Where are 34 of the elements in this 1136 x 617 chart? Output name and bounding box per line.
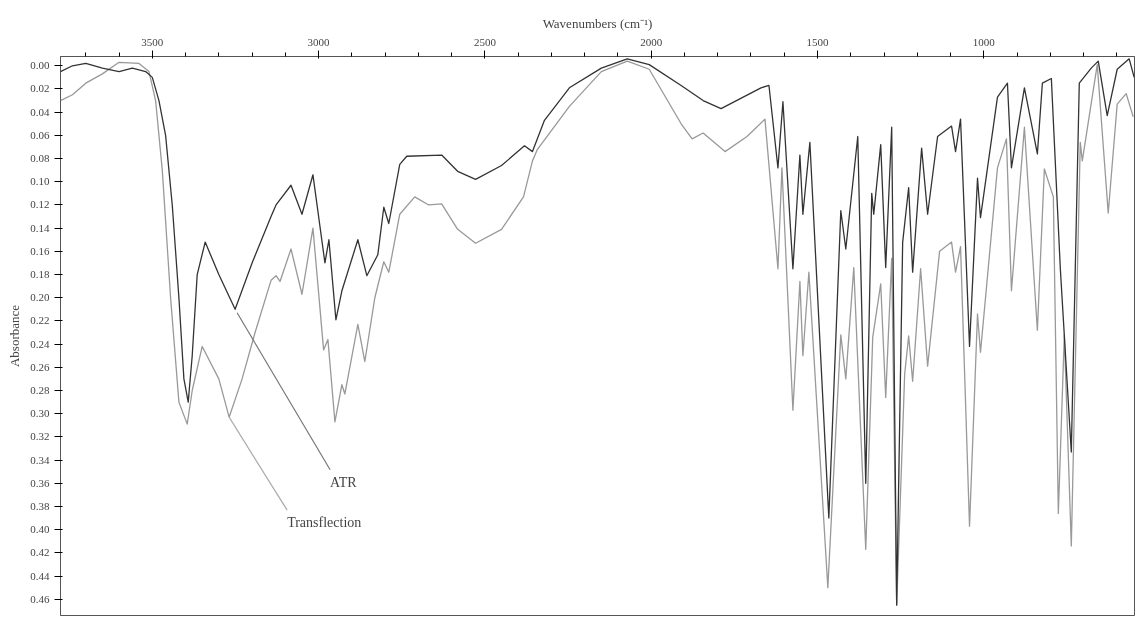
y-tick-label: 0.02 — [30, 82, 50, 95]
y-tick-label: 0.22 — [30, 314, 50, 327]
y-tick-label: 0.34 — [30, 453, 50, 466]
x-tick-label: 3000 — [307, 35, 331, 48]
y-tick-label: 0.10 — [30, 175, 50, 188]
y-tick-label: 0.40 — [30, 523, 50, 536]
x-axis-title: Wavenumbers (cm⁻¹) — [542, 15, 653, 31]
y-tick-label: 0.00 — [30, 59, 50, 72]
x-tick-label: 2500 — [473, 35, 497, 48]
y-tick-label: 0.42 — [30, 546, 50, 559]
y-tick-label: 0.38 — [30, 499, 50, 512]
y-tick-label: 0.12 — [30, 198, 50, 211]
y-tick-label: 0.28 — [30, 384, 50, 397]
annotation: Transflection — [287, 515, 362, 531]
y-tick-label: 0.20 — [30, 291, 50, 304]
x-tick-label: 1000 — [972, 35, 996, 48]
annotation: ATR — [330, 474, 358, 490]
y-tick-label: 0.14 — [30, 221, 50, 234]
y-tick-label: 0.18 — [30, 268, 50, 281]
x-tick-label: 2000 — [640, 35, 663, 48]
x-tick-label: 3500 — [141, 35, 164, 48]
y-tick-label: 0.16 — [30, 244, 50, 257]
y-tick-label: 0.30 — [30, 407, 50, 420]
y-tick-label: 0.44 — [30, 569, 50, 582]
y-tick-label: 0.32 — [30, 430, 50, 443]
y-tick-label: 0.06 — [30, 128, 50, 141]
y-tick-label: 0.46 — [30, 592, 50, 605]
y-tick-label: 0.08 — [30, 152, 50, 165]
y-tick-label: 0.04 — [30, 105, 50, 118]
x-tick-label: 1500 — [806, 35, 830, 48]
y-tick-label: 0.36 — [30, 476, 50, 489]
y-tick-label: 0.24 — [30, 337, 50, 350]
y-axis-title: Absorbance — [7, 304, 23, 368]
y-tick-label: 0.26 — [30, 360, 50, 373]
